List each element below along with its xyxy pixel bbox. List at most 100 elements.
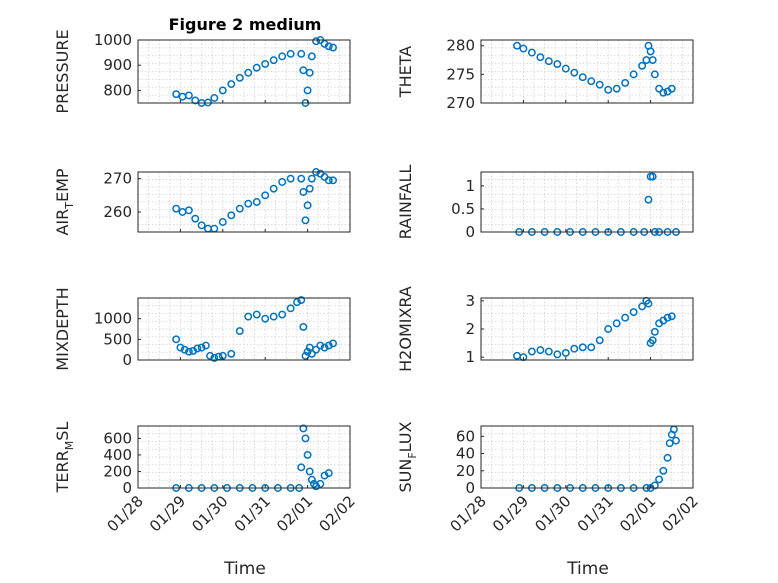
data-point	[261, 191, 270, 200]
data-point	[303, 450, 312, 459]
data-point	[176, 343, 185, 352]
data-point	[659, 88, 668, 97]
data-point	[301, 434, 310, 443]
axes-box	[480, 425, 694, 489]
axes-box	[137, 171, 351, 233]
data-point	[191, 214, 200, 223]
data-point	[570, 344, 579, 353]
data-point	[663, 453, 672, 462]
y-tick-label: 0	[465, 479, 475, 497]
data-point	[519, 44, 528, 53]
data-point	[536, 346, 545, 355]
data-point	[227, 80, 236, 89]
data-point	[621, 79, 630, 87]
data-point	[667, 84, 676, 93]
data-point	[612, 84, 621, 93]
data-point	[278, 52, 287, 61]
data-point	[644, 195, 653, 204]
data-point	[244, 199, 253, 208]
data-point	[629, 308, 638, 317]
y-axis-label: TERRMSL	[53, 422, 76, 494]
data-point	[227, 211, 236, 220]
y-tick-label: 0	[122, 351, 132, 369]
data-point	[244, 312, 253, 321]
data-point	[172, 335, 181, 344]
y-axis-label: RAINFALL	[396, 165, 415, 240]
data-point	[665, 439, 674, 448]
y-tick-label: 0	[122, 479, 132, 497]
data-point	[513, 41, 521, 50]
data-point	[648, 336, 657, 345]
y-tick-label: 800	[103, 81, 132, 99]
y-tick-label: 270	[446, 94, 475, 112]
data-point	[672, 436, 680, 445]
y-tick-label: 275	[446, 65, 475, 83]
data-point	[659, 466, 668, 475]
data-point	[667, 312, 676, 321]
subplot-pressure: 800 900 1000 PRESSURE	[53, 29, 351, 114]
data-point	[621, 313, 630, 322]
data-point	[206, 351, 215, 360]
data-point	[269, 184, 278, 193]
data-point	[595, 336, 604, 345]
data-point	[553, 350, 562, 359]
y-axis-label: H2OMIXRA	[396, 286, 415, 372]
data-point	[299, 188, 308, 196]
data-point	[235, 327, 244, 336]
data-point	[650, 70, 659, 79]
data-point	[301, 216, 310, 225]
data-point	[305, 184, 314, 193]
data-point	[269, 312, 278, 321]
data-point	[604, 325, 613, 333]
subplot-h2omixra: 1 2 3 H2OMIXRA	[396, 286, 694, 372]
axes-box	[480, 39, 694, 104]
data-point	[252, 310, 261, 319]
x-axis-label-right: Time	[566, 559, 609, 579]
data-point	[172, 90, 181, 99]
data-point	[638, 302, 647, 311]
data-point	[655, 84, 664, 93]
data-point	[650, 481, 659, 490]
data-point	[604, 85, 613, 94]
data-point	[324, 176, 333, 185]
data-point	[644, 299, 653, 308]
data-point	[320, 343, 329, 352]
subplot-theta: 270 275 280 THETA	[396, 37, 694, 112]
data-point	[527, 347, 536, 356]
y-tick-label: 1000	[94, 31, 132, 49]
y-tick-label: 0.5	[451, 200, 475, 218]
data-point	[536, 53, 545, 62]
y-tick-label: 500	[103, 330, 132, 348]
data-point	[329, 176, 337, 185]
data-point	[553, 60, 562, 69]
y-tick-label: 1	[465, 348, 475, 366]
axes-box	[137, 425, 351, 489]
data-point	[329, 339, 337, 348]
data-point	[316, 341, 325, 350]
data-point	[307, 475, 316, 484]
y-tick-label: 280	[446, 37, 475, 55]
data-point	[646, 47, 655, 56]
x-axis-label-left: Time	[223, 559, 266, 579]
data-point	[278, 178, 287, 186]
data-point	[261, 59, 270, 68]
data-point	[252, 198, 261, 206]
data-point	[312, 37, 321, 46]
data-point	[587, 77, 596, 86]
y-axis-label: SUNFLUX	[396, 421, 419, 492]
data-point	[544, 347, 553, 356]
data-point	[197, 221, 206, 230]
data-point	[252, 63, 261, 72]
data-point	[172, 204, 181, 213]
data-point	[561, 349, 570, 357]
data-point	[578, 73, 587, 82]
data-point	[305, 68, 314, 77]
data-point	[312, 345, 321, 354]
data-point	[578, 343, 587, 352]
y-tick-label: 200	[103, 462, 132, 480]
data-point	[184, 206, 193, 215]
y-tick-label: 270	[103, 170, 132, 188]
data-point	[648, 56, 657, 64]
data-point	[544, 57, 553, 66]
